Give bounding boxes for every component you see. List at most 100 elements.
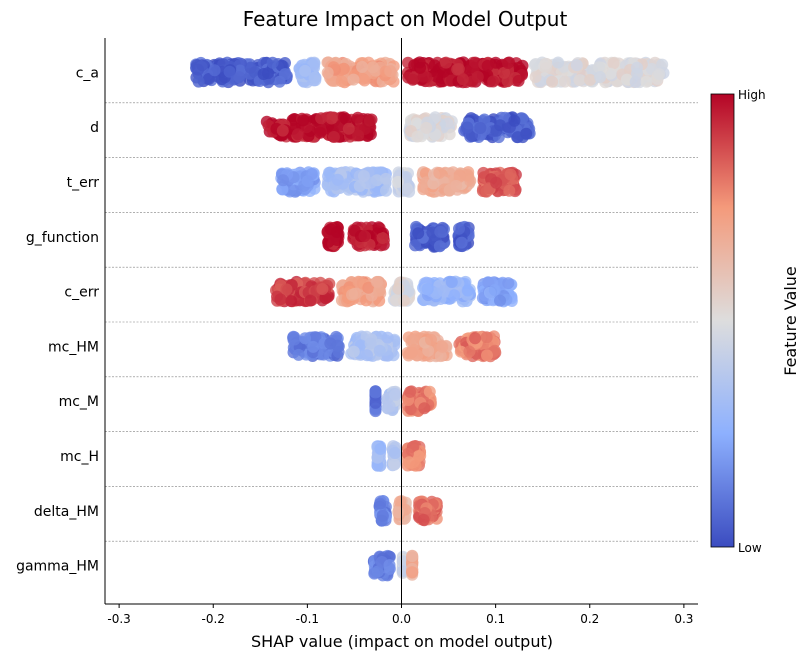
data-point [347, 73, 360, 86]
feature-label: c_err [64, 285, 99, 301]
data-point [371, 275, 383, 288]
data-point [357, 170, 370, 182]
data-point [279, 68, 292, 81]
data-point [304, 294, 317, 307]
data-point [369, 386, 382, 399]
data-point [428, 59, 441, 72]
data-point [340, 113, 353, 125]
data-point [474, 122, 487, 134]
data-point [358, 230, 371, 243]
data-point [405, 334, 418, 347]
data-point [411, 130, 424, 143]
feature-points-g_function [321, 220, 475, 253]
data-point [369, 396, 382, 409]
chart-title: Feature Impact on Model Output [243, 7, 568, 31]
data-point [375, 514, 388, 527]
data-point [292, 348, 305, 361]
data-point [223, 65, 236, 78]
data-point [396, 565, 409, 578]
data-point [327, 131, 340, 143]
data-point [412, 227, 425, 240]
data-point [276, 124, 289, 137]
data-point [529, 71, 542, 83]
data-point [317, 348, 330, 361]
feature-label: gamma_HM [16, 559, 99, 575]
feature-label: mc_HM [48, 339, 99, 355]
data-point [406, 73, 419, 86]
data-point [488, 284, 501, 296]
data-point [379, 172, 392, 185]
data-point [469, 332, 482, 345]
data-point [445, 276, 458, 288]
data-point [469, 56, 482, 69]
data-point [481, 59, 494, 72]
data-point [494, 119, 507, 132]
data-point [208, 64, 221, 77]
data-point [308, 71, 321, 84]
data-point [584, 73, 597, 86]
data-point [570, 59, 583, 72]
data-point [456, 73, 469, 86]
data-point [481, 349, 493, 362]
x-tick-label: 0.2 [580, 612, 599, 626]
data-point [401, 182, 414, 195]
data-point [358, 74, 371, 87]
data-point [361, 349, 373, 362]
data-point [369, 405, 382, 418]
feature-label: g_function [26, 230, 99, 246]
data-point [389, 389, 402, 401]
data-point [381, 331, 394, 344]
feature-points-mc_HM [287, 330, 502, 363]
data-point [266, 56, 279, 69]
data-point [423, 385, 436, 398]
data-point [425, 333, 437, 346]
data-point [233, 71, 246, 84]
data-point [244, 61, 257, 74]
data-point [388, 458, 401, 471]
data-point [440, 56, 452, 69]
data-point [280, 283, 293, 296]
data-point [348, 287, 361, 300]
feature-points-c_err [270, 275, 518, 308]
data-point [433, 166, 446, 179]
feature-label: mc_M [59, 394, 99, 410]
data-point [503, 184, 516, 197]
feature-points-c_a [190, 56, 670, 89]
data-point [374, 442, 387, 455]
data-point [653, 68, 666, 81]
data-point [285, 295, 298, 308]
data-point [451, 63, 464, 76]
data-point [388, 447, 401, 459]
data-point [455, 236, 468, 249]
colorbar: High Low Feature Value [710, 88, 800, 555]
data-point [487, 75, 500, 88]
colorbar-title: Feature Value [781, 266, 800, 375]
data-point [502, 277, 515, 290]
data-point [539, 57, 552, 70]
data-point [592, 61, 605, 74]
data-point [262, 67, 274, 80]
feature-points-gamma_HM [367, 549, 419, 582]
data-point [352, 129, 365, 142]
colorbar-gradient [710, 93, 735, 548]
data-points [190, 56, 670, 582]
data-point [325, 112, 338, 125]
data-point [640, 75, 653, 88]
data-point [331, 173, 344, 186]
data-point [347, 345, 360, 358]
data-point [405, 346, 418, 359]
data-point [502, 57, 514, 69]
x-tick-label: -0.2 [202, 612, 225, 626]
data-point [371, 565, 384, 578]
data-point [390, 294, 402, 307]
data-point [573, 74, 586, 87]
x-tick-label: 0.0 [392, 612, 411, 626]
data-point [471, 70, 484, 83]
feature-label: mc_H [60, 449, 99, 465]
data-point [412, 450, 425, 463]
data-point [511, 131, 524, 144]
feature-points-mc_M [369, 385, 437, 418]
data-point [299, 64, 312, 77]
data-point [321, 66, 334, 79]
